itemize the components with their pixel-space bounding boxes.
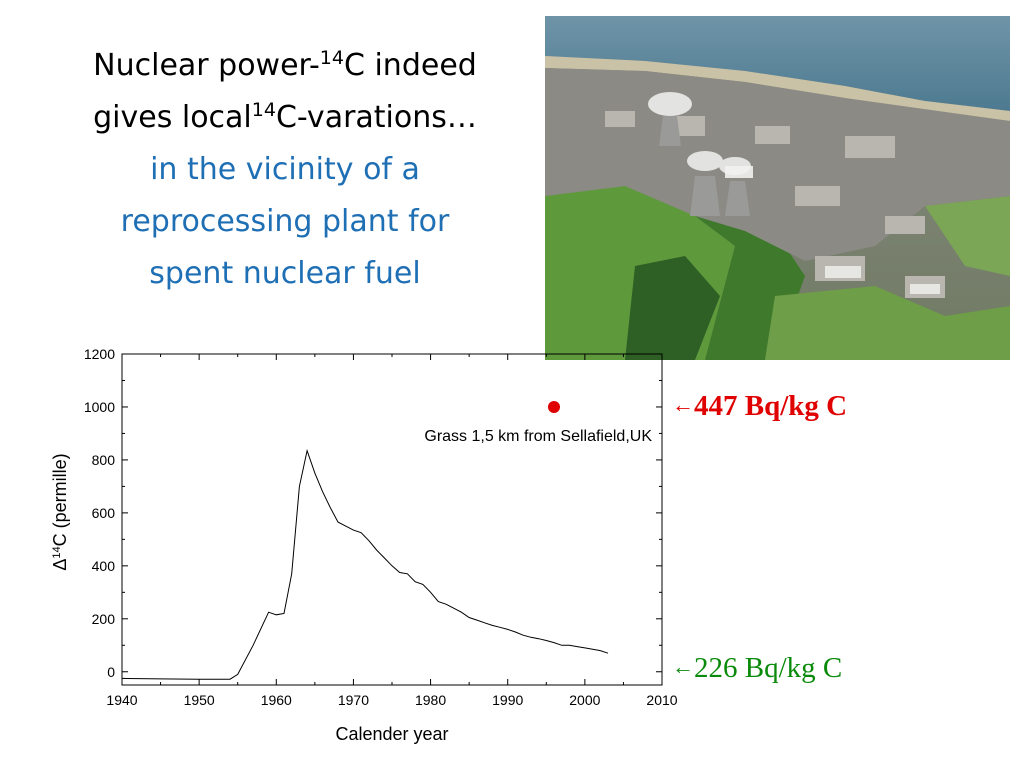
- x-tick-label: 2010: [646, 692, 677, 708]
- y-tick-label: 1200: [84, 346, 115, 362]
- x-tick-label: 2000: [569, 692, 600, 708]
- subtitle-line-2: reprocessing plant for: [120, 204, 450, 239]
- x-tick-label: 1990: [492, 692, 523, 708]
- y-tick-label: 800: [92, 452, 116, 468]
- title-line-1: Nuclear power-14C indeed: [93, 47, 477, 83]
- slide-title: Nuclear power-14C indeed gives local14C-…: [40, 40, 530, 300]
- subtitle-line-1: in the vicinity of a: [150, 152, 420, 187]
- x-tick-label: 1980: [415, 692, 446, 708]
- y-tick-label: 400: [92, 558, 116, 574]
- x-axis-label: Calender year: [335, 724, 448, 744]
- y-tick-label: 200: [92, 611, 116, 627]
- y-tick-label: 0: [107, 664, 115, 680]
- point-label: Grass 1,5 km from Sellafield,UK: [424, 428, 652, 445]
- annotation-447: ←447 Bq/kg C: [672, 390, 848, 422]
- left-arrow-icon: ←: [672, 392, 694, 417]
- sellafield-aerial-photo: [545, 16, 1010, 360]
- y-axis-label: Δ14C (permille): [50, 453, 70, 570]
- left-arrow-icon: ←: [672, 654, 694, 679]
- x-tick-label: 1970: [338, 692, 369, 708]
- y-tick-label: 1000: [84, 399, 115, 415]
- y-axis: 0 200 400 600 800 1000 1200: [84, 346, 662, 680]
- plot-frame: [121, 353, 663, 686]
- subtitle-line-3: spent nuclear fuel: [149, 256, 421, 291]
- title-line-2: gives local14C-varations…: [93, 99, 477, 135]
- x-tick-label: 1950: [184, 692, 215, 708]
- series-line: [121, 448, 609, 680]
- x-axis: 1940 1950 1960 1970 1980 1990 2000 2010: [106, 354, 678, 708]
- annotation-226: ←226 Bq/kg C: [672, 652, 843, 684]
- y-tick-label: 600: [92, 505, 116, 521]
- sellafield-grass-point: [548, 400, 560, 413]
- x-tick-label: 1940: [106, 692, 137, 708]
- x-tick-label: 1960: [261, 692, 292, 708]
